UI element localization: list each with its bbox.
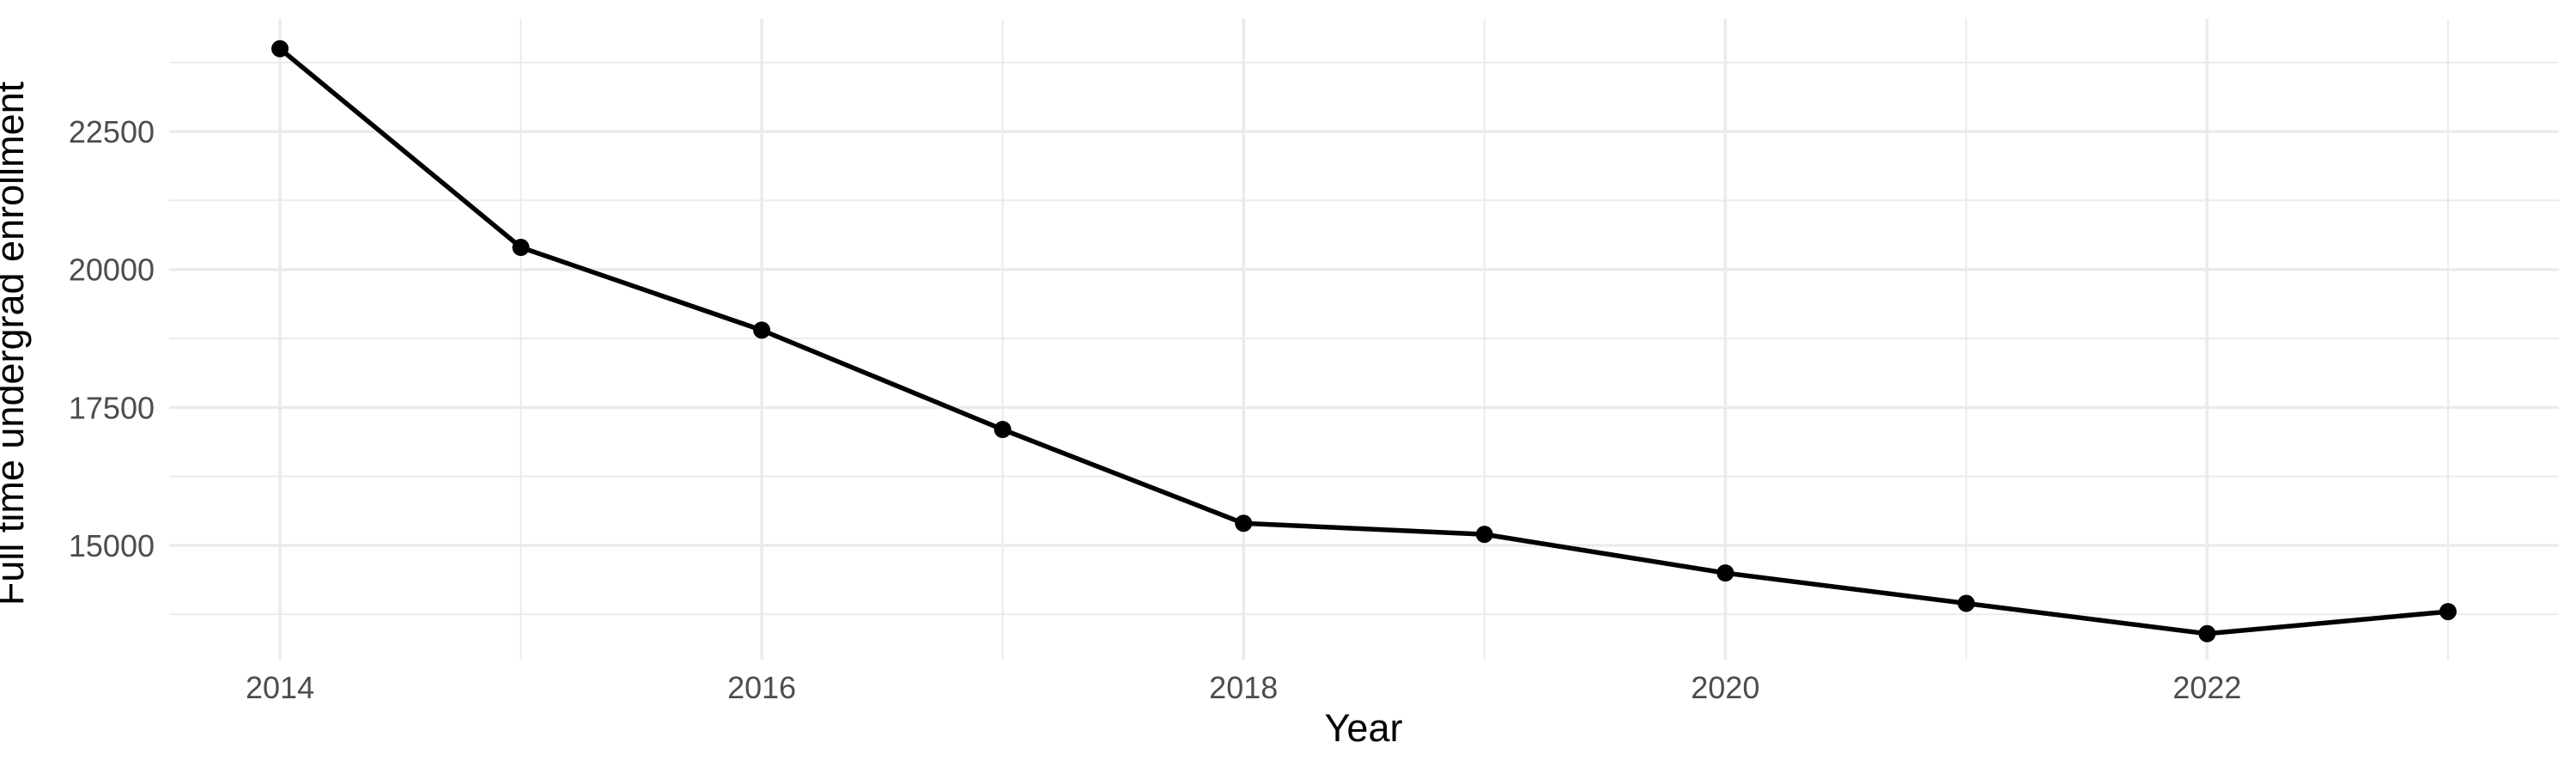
y-axis-title: Full time undergrad enrollment: [0, 81, 32, 606]
axis-tick-labels: 15000 17500 20000 22500 2014 2016 2018 2020 2022: [69, 114, 2242, 705]
x-tick-label-2014: 2014: [246, 670, 314, 705]
x-axis-title: Year: [1325, 706, 1403, 750]
y-tick-label-17500: 17500: [69, 390, 155, 425]
data-point-2017: [993, 421, 1012, 439]
minor-gridlines: [169, 19, 2559, 660]
y-tick-label-15000: 15000: [69, 528, 155, 563]
data-point-2020: [1716, 564, 1735, 582]
data-point-2018: [1235, 514, 1253, 533]
x-tick-label-2022: 2022: [2172, 670, 2241, 705]
x-tick-label-2018: 2018: [1209, 670, 1278, 705]
data-point-2016: [753, 321, 771, 339]
major-gridlines: [169, 19, 2559, 660]
data-point-2021: [1957, 594, 1975, 612]
data-point-2022: [2198, 624, 2216, 642]
y-tick-label-20000: 20000: [69, 253, 155, 288]
data-point-2023: [2439, 603, 2457, 621]
data-point-2015: [512, 239, 530, 257]
data-point-2019: [1475, 526, 1493, 544]
x-tick-label-2020: 2020: [1691, 670, 1759, 705]
data-point-2014: [271, 40, 289, 58]
y-tick-label-22500: 22500: [69, 114, 155, 149]
enrollment-line: [277, 46, 2451, 636]
x-tick-label-2016: 2016: [727, 670, 796, 705]
data-series: [271, 40, 2457, 642]
